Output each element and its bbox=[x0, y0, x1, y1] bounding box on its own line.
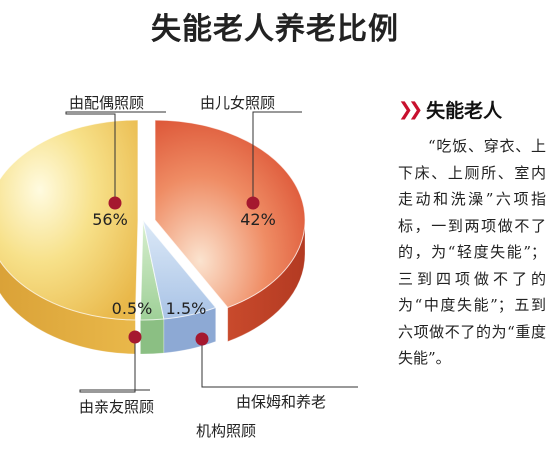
double-chevron-icon: ❯❯ bbox=[398, 99, 423, 120]
callout-children: 由儿女照顾 bbox=[200, 94, 276, 112]
value-label-nanny: 1.5% bbox=[166, 299, 207, 318]
value-label-spouse: 56% bbox=[92, 210, 128, 229]
definition-title: 失能老人 bbox=[426, 100, 503, 122]
leader-line-relatives bbox=[79, 337, 150, 393]
callout-nanny-line2: 机构照顾 bbox=[196, 422, 257, 440]
callout-dot-relatives bbox=[128, 330, 142, 344]
leader-line-spouse bbox=[65, 111, 166, 203]
callout-spouse: 由配偶照顾 bbox=[69, 94, 145, 112]
pie-slice-spouse bbox=[0, 119, 139, 321]
definition-text: “吃饭、穿衣、上下床、上厕所、室内走动和洗澡”六项指标，一到两项做不了的，为“轻… bbox=[398, 137, 546, 367]
definition-panel: ❯❯ 失能老人 “吃饭、穿衣、上下床、上厕所、室内走动和洗澡”六项指标，一到两项… bbox=[398, 96, 546, 372]
value-label-relatives: 0.5% bbox=[112, 299, 153, 318]
pie-slice-side-relatives bbox=[140, 318, 165, 355]
pie-slice-nanny bbox=[142, 219, 217, 320]
chart-title: 失能老人养老比例 bbox=[151, 12, 399, 47]
value-label-children: 42% bbox=[240, 210, 276, 229]
callout-nanny-line1: 由保姆和养老 bbox=[236, 393, 327, 411]
callout-dot-nanny bbox=[195, 332, 209, 346]
callout-dot-spouse bbox=[108, 196, 122, 210]
callout-dot-children bbox=[246, 196, 260, 210]
pie-slice-children bbox=[154, 119, 306, 309]
leader-line-children bbox=[252, 111, 302, 203]
callout-relatives: 由亲友照顾 bbox=[79, 398, 155, 416]
leader-line-nanny bbox=[201, 339, 358, 388]
